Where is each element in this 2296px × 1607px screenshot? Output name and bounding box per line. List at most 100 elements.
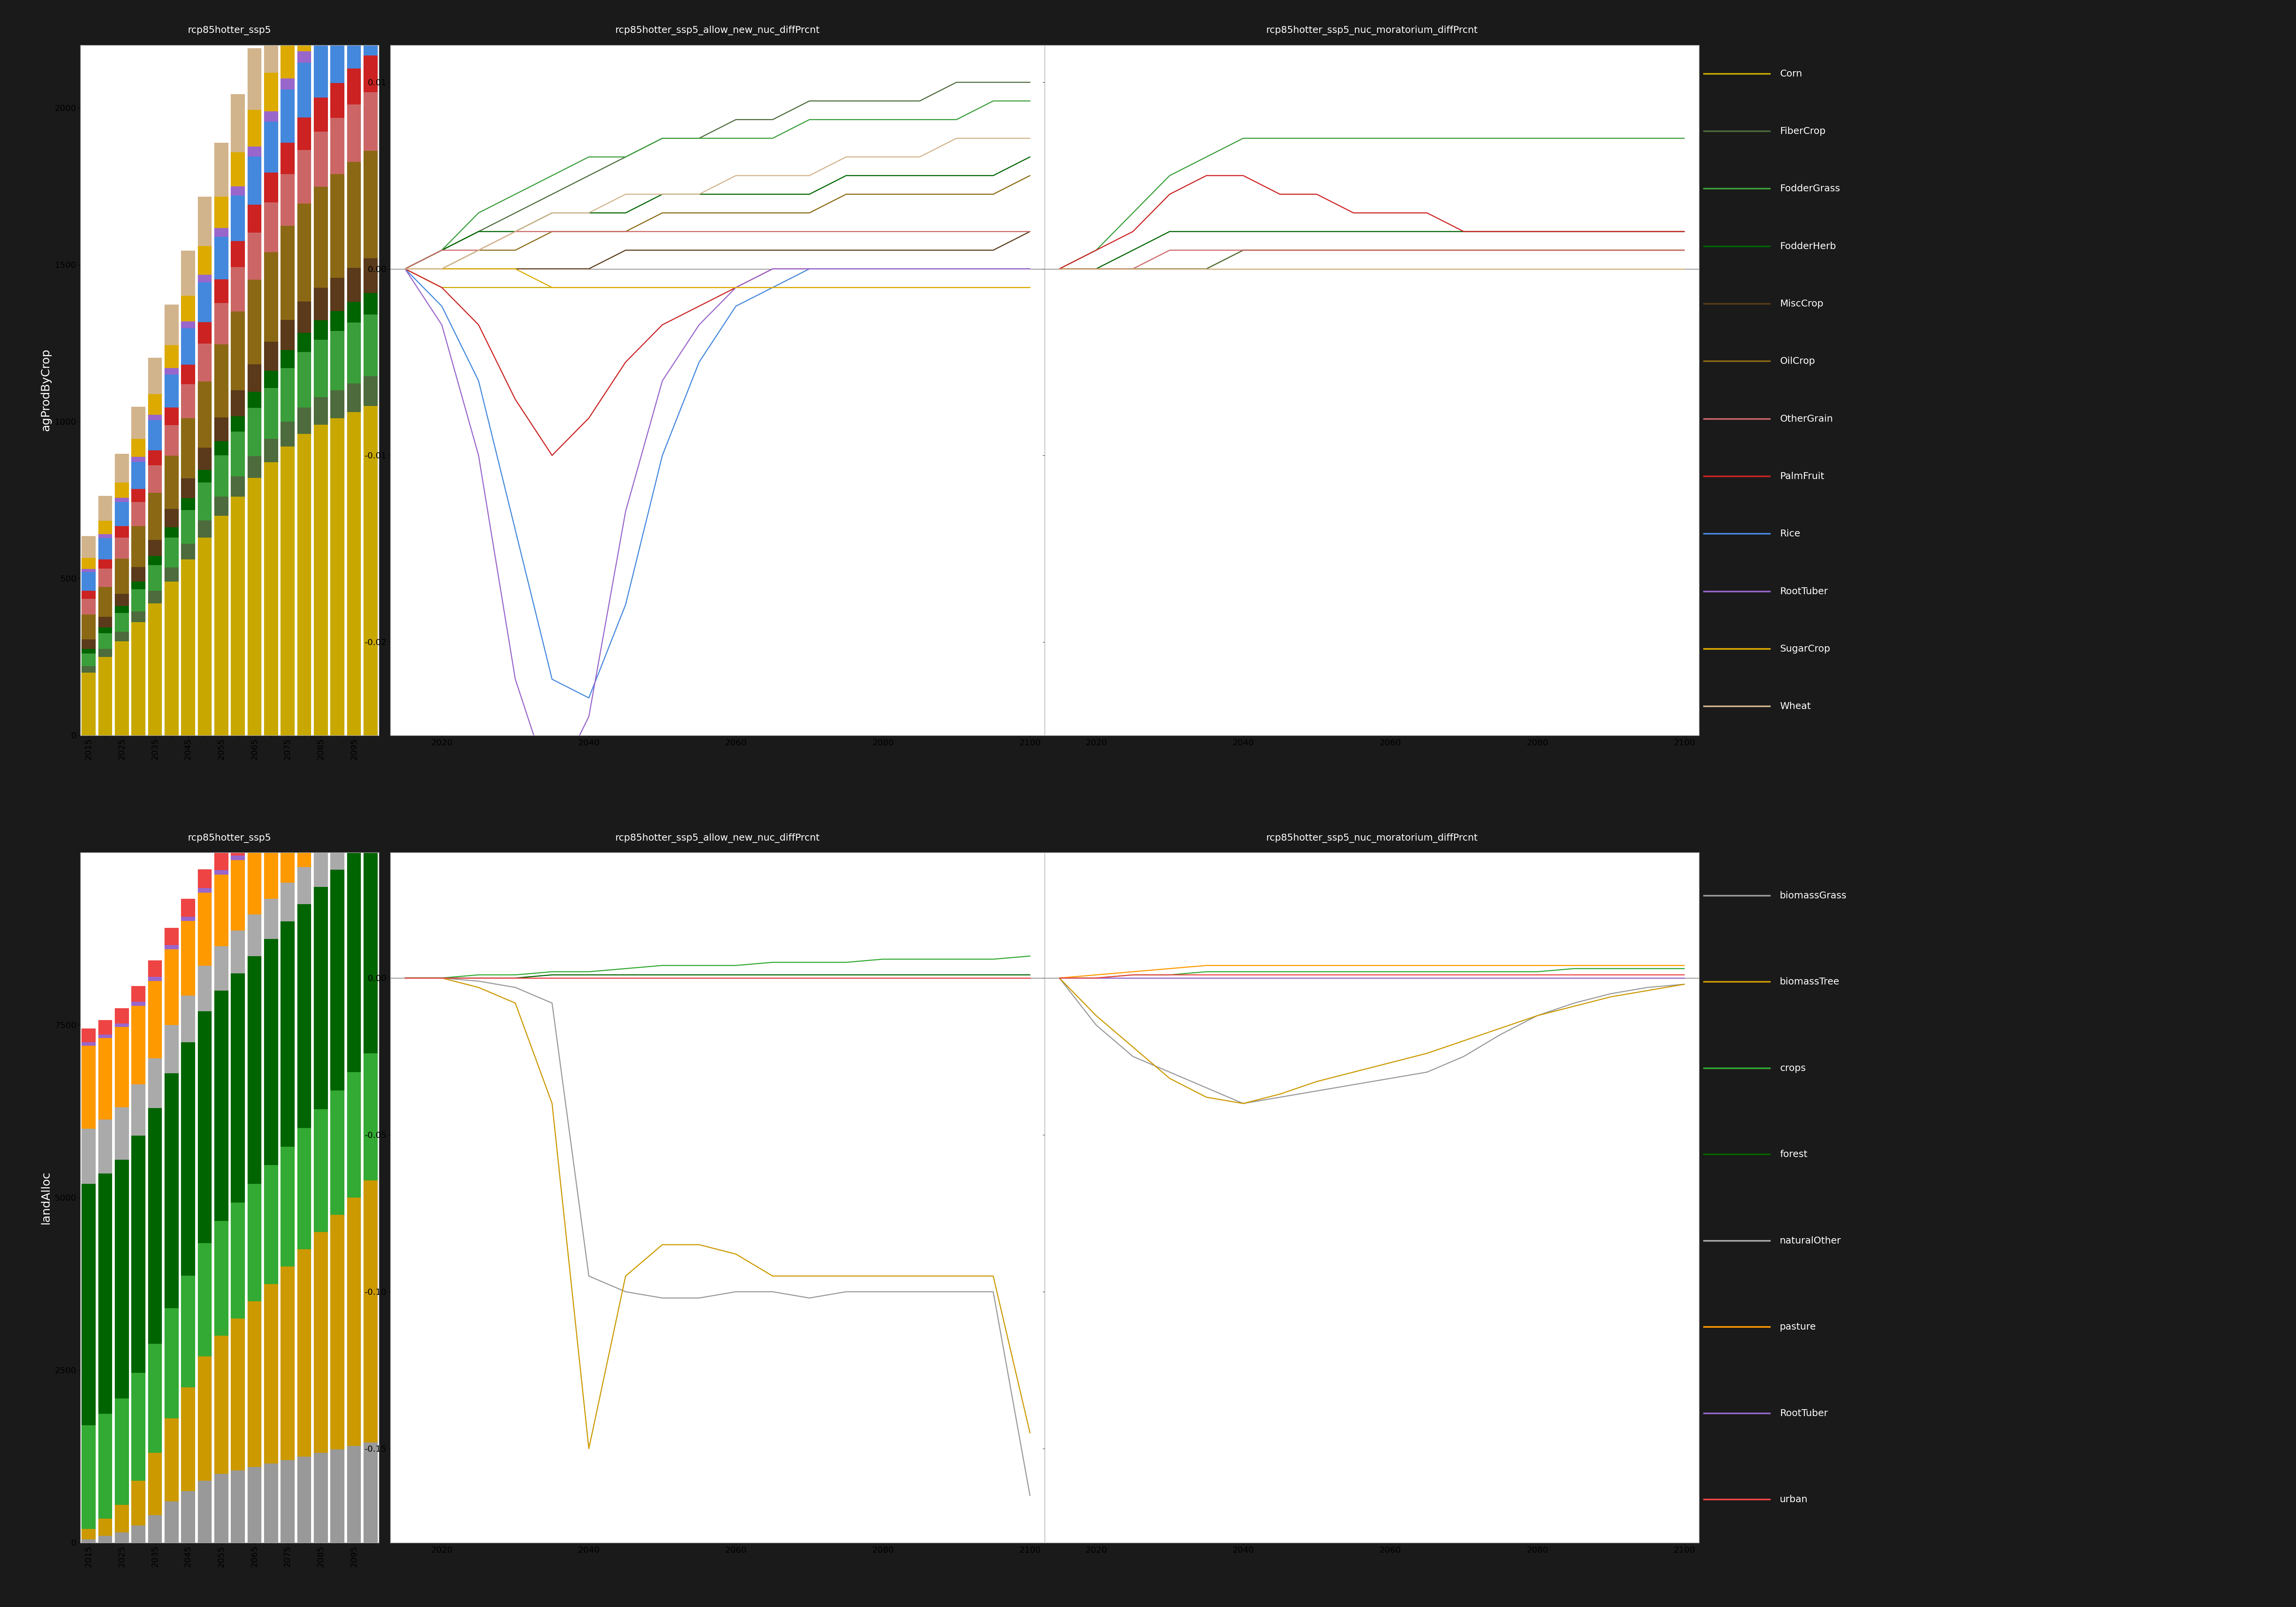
Bar [165,1419,179,1501]
Bar [280,789,294,812]
Text: OilCrop: OilCrop [1779,357,1816,366]
Bar [264,202,278,252]
Bar [331,869,344,1091]
Bar [248,456,262,477]
Bar [83,599,96,614]
Bar [280,174,294,225]
Bar [331,278,344,312]
Bar [363,0,377,56]
Bar [363,56,377,92]
Bar [181,543,195,559]
Bar [99,534,113,538]
Bar [197,283,211,321]
Text: Rice: Rice [1779,529,1800,538]
Bar [315,783,328,787]
Bar [315,0,328,29]
Bar [264,831,278,898]
Bar [232,860,246,930]
Bar [83,649,96,654]
Bar [296,302,312,333]
Bar [115,632,129,641]
Text: FodderHerb: FodderHerb [1779,241,1837,251]
Bar [99,569,113,587]
Bar [197,196,211,246]
Bar [197,869,211,889]
Bar [296,352,312,407]
Bar [315,42,328,98]
Bar [296,51,312,63]
Bar [83,1425,96,1528]
Text: FodderGrass: FodderGrass [1779,185,1839,193]
Bar [280,79,294,90]
Bar [347,10,360,69]
Bar [363,738,377,744]
Bar [315,288,328,320]
Bar [315,1233,328,1453]
Bar [264,371,278,387]
Bar [165,304,179,346]
Bar [232,497,246,736]
Bar [248,392,262,408]
Bar [165,346,179,368]
Bar [181,1387,195,1491]
Bar [115,498,129,501]
Bar [280,812,294,816]
Bar [214,516,227,736]
Bar [296,407,312,434]
Bar [131,407,145,439]
Bar [264,111,278,122]
Bar [115,606,129,612]
Text: agProdByCrop: agProdByCrop [41,349,51,431]
Bar [83,1540,96,1543]
Bar [147,358,163,394]
Text: MiscCrop: MiscCrop [1779,299,1823,309]
Bar [214,143,227,196]
Bar [347,759,360,820]
Bar [197,1244,211,1356]
Bar [165,1073,179,1308]
Bar [347,323,360,382]
Bar [331,1215,344,1450]
Bar [99,1035,113,1038]
Bar [248,1184,262,1302]
Bar [197,889,211,892]
Bar [197,1480,211,1543]
Bar [363,804,377,836]
Bar [147,415,163,419]
Bar [99,1038,113,1120]
Bar [83,654,96,667]
Text: rcp85hotter_ssp5_nuc_moratorium_diffPrcnt: rcp85hotter_ssp5_nuc_moratorium_diffPrcn… [1265,26,1479,35]
Bar [331,312,344,331]
Bar [197,275,211,283]
Bar [197,538,211,736]
Bar [347,852,360,1072]
Bar [197,482,211,521]
Bar [232,1470,246,1543]
Bar [331,84,344,117]
Bar [147,961,163,977]
Bar [99,538,113,559]
Bar [165,408,179,424]
Bar [248,48,262,109]
Text: biomassTree: biomassTree [1779,977,1839,987]
Bar [280,1459,294,1543]
Bar [296,1128,312,1249]
Bar [83,667,96,672]
Bar [315,98,328,132]
Bar [232,196,246,241]
Bar [248,280,262,365]
Bar [296,333,312,352]
Bar [181,321,195,328]
Bar [181,479,195,498]
Bar [280,1266,294,1459]
Bar [232,855,246,860]
Bar [264,1165,278,1284]
Bar [131,590,145,611]
Bar [347,0,360,10]
Bar [115,538,129,559]
Text: rcp85hotter_ssp5: rcp85hotter_ssp5 [188,26,271,35]
Bar [248,1302,262,1467]
Bar [248,845,262,914]
Bar [232,432,246,476]
Bar [264,1284,278,1464]
